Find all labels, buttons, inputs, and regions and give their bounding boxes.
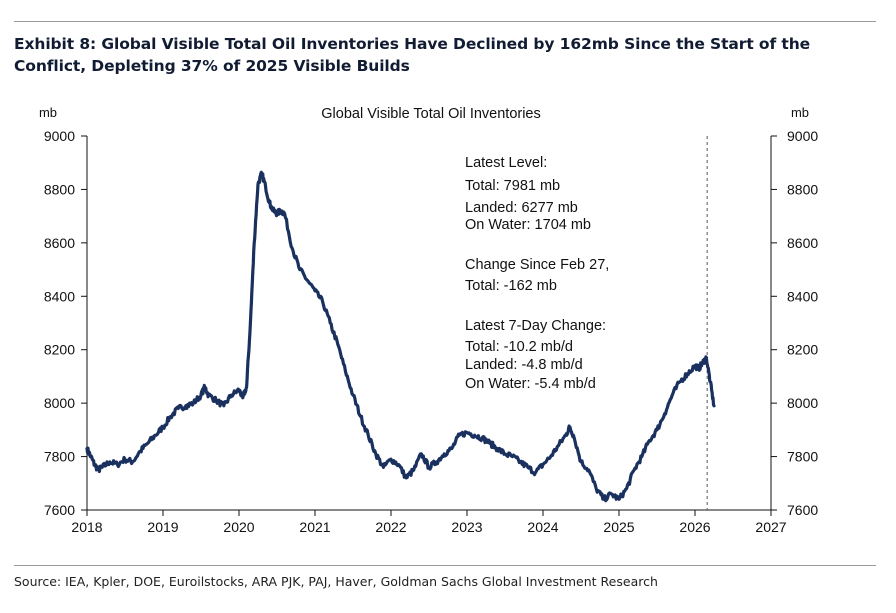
left-y-tick-label: 7800	[44, 449, 75, 465]
right-y-tick-label: 7800	[787, 449, 818, 465]
x-ticks: 2018 2019 2020 2021 2022 2023 2024 2025 2026 2027	[71, 510, 787, 535]
left-y-tick-label: 9000	[44, 128, 75, 144]
annotation-block: Latest Level: Total: 7981 mb Landed: 627…	[465, 155, 609, 392]
annotation-change-total: Total: -162 mb	[465, 278, 557, 294]
left-axis-unit: mb	[39, 105, 57, 120]
left-y-tick-label: 8000	[44, 395, 75, 411]
x-tick-label: 2020	[223, 519, 254, 535]
x-tick-label: 2021	[299, 519, 330, 535]
right-y-tick-label: 8400	[787, 288, 818, 304]
annotation-latest-on-water: On Water: 1704 mb	[465, 217, 591, 233]
left-y-tick-label: 8600	[44, 235, 75, 251]
annotation-latest-landed: Landed: 6277 mb	[465, 200, 578, 216]
bottom-divider	[14, 565, 876, 566]
exhibit-title-line-1: Exhibit 8: Global Visible Total Oil Inve…	[14, 35, 811, 53]
x-tick-label: 2025	[603, 519, 634, 535]
right-y-tick-label: 7600	[787, 502, 818, 518]
left-y-tick-label: 8200	[44, 342, 75, 358]
annotation-7day-landed: Landed: -4.8 mb/d	[465, 357, 583, 373]
left-y-tick-label: 7600	[44, 502, 75, 518]
right-y-tick-label: 8000	[787, 395, 818, 411]
left-y-tick-label: 8800	[44, 181, 75, 197]
series-line-global-visible-inventories	[85, 170, 716, 503]
annotation-7day-heading: Latest 7-Day Change:	[465, 318, 606, 334]
annotation-7day-on-water: On Water: -5.4 mb/d	[465, 376, 596, 392]
right-axis-unit: mb	[791, 105, 809, 120]
right-y-ticks: 9000 8800 8600 8400 8200 8000 7800 7600	[771, 128, 818, 518]
exhibit-title: Exhibit 8: Global Visible Total Oil Inve…	[14, 33, 874, 77]
right-y-tick-label: 8800	[787, 181, 818, 197]
x-tick-label: 2018	[71, 519, 102, 535]
right-y-tick-label: 8200	[787, 342, 818, 358]
x-tick-label: 2019	[147, 519, 178, 535]
source-note: Source: IEA, Kpler, DOE, Euroilstocks, A…	[14, 574, 658, 589]
annotation-latest-total: Total: 7981 mb	[465, 178, 560, 194]
top-divider	[14, 21, 876, 22]
x-tick-label: 2026	[679, 519, 710, 535]
right-y-tick-label: 8600	[787, 235, 818, 251]
annotation-change-since: Change Since Feb 27,	[465, 257, 609, 273]
right-y-tick-label: 9000	[787, 128, 818, 144]
annotation-latest-level: Latest Level:	[465, 155, 547, 171]
x-tick-label: 2024	[527, 519, 558, 535]
chart-title: Global Visible Total Oil Inventories	[321, 106, 541, 122]
left-y-ticks: 9000 8800 8600 8400 8200 8000 7800 7600	[44, 128, 87, 518]
left-y-tick-label: 8400	[44, 288, 75, 304]
x-tick-label: 2022	[375, 519, 406, 535]
x-tick-label: 2023	[451, 519, 482, 535]
exhibit-title-line-2: Conflict, Depleting 37% of 2025 Visible …	[14, 57, 410, 75]
annotation-7day-total: Total: -10.2 mb/d	[465, 339, 573, 355]
x-tick-label: 2027	[755, 519, 786, 535]
